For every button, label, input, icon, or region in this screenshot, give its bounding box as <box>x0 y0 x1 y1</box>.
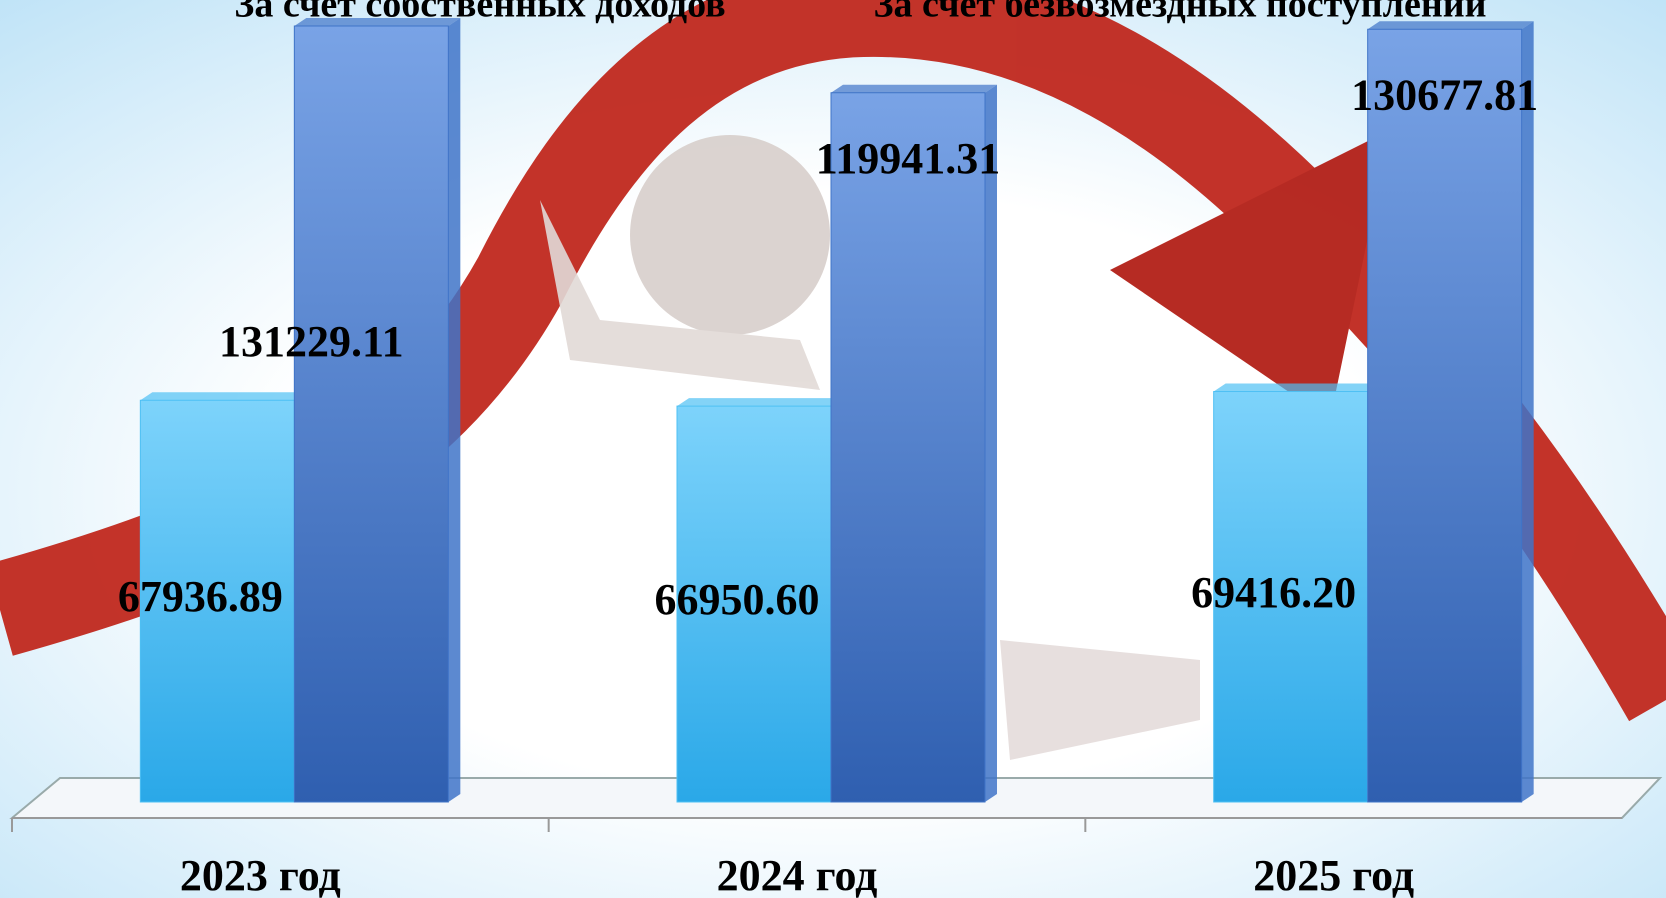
bar-side <box>1521 21 1534 803</box>
data-label: 67936.89 <box>118 572 283 621</box>
bar-top <box>294 18 461 26</box>
bar-top <box>831 84 997 93</box>
bar-top <box>140 392 307 401</box>
bar-side <box>985 84 997 802</box>
bar <box>293 25 449 803</box>
x-tick-label: 2023 год <box>180 851 341 898</box>
data-label: 69416.20 <box>1191 568 1356 617</box>
bar <box>1367 28 1523 803</box>
data-label: 130677.81 <box>1351 70 1538 119</box>
data-label: 119941.31 <box>816 134 1001 183</box>
bar <box>1213 391 1369 803</box>
bar-top <box>677 398 843 407</box>
bar-top <box>1213 383 1380 392</box>
bar <box>830 92 986 803</box>
bar-top <box>1367 21 1534 30</box>
data-label: 131229.11 <box>219 317 404 366</box>
x-tick-label: 2025 год <box>1253 851 1414 898</box>
decor-figure <box>540 135 1200 760</box>
x-tick-label: 2024 год <box>717 851 878 898</box>
data-label: 66950.60 <box>655 575 820 624</box>
bar <box>676 405 832 803</box>
bar-side <box>448 18 461 802</box>
